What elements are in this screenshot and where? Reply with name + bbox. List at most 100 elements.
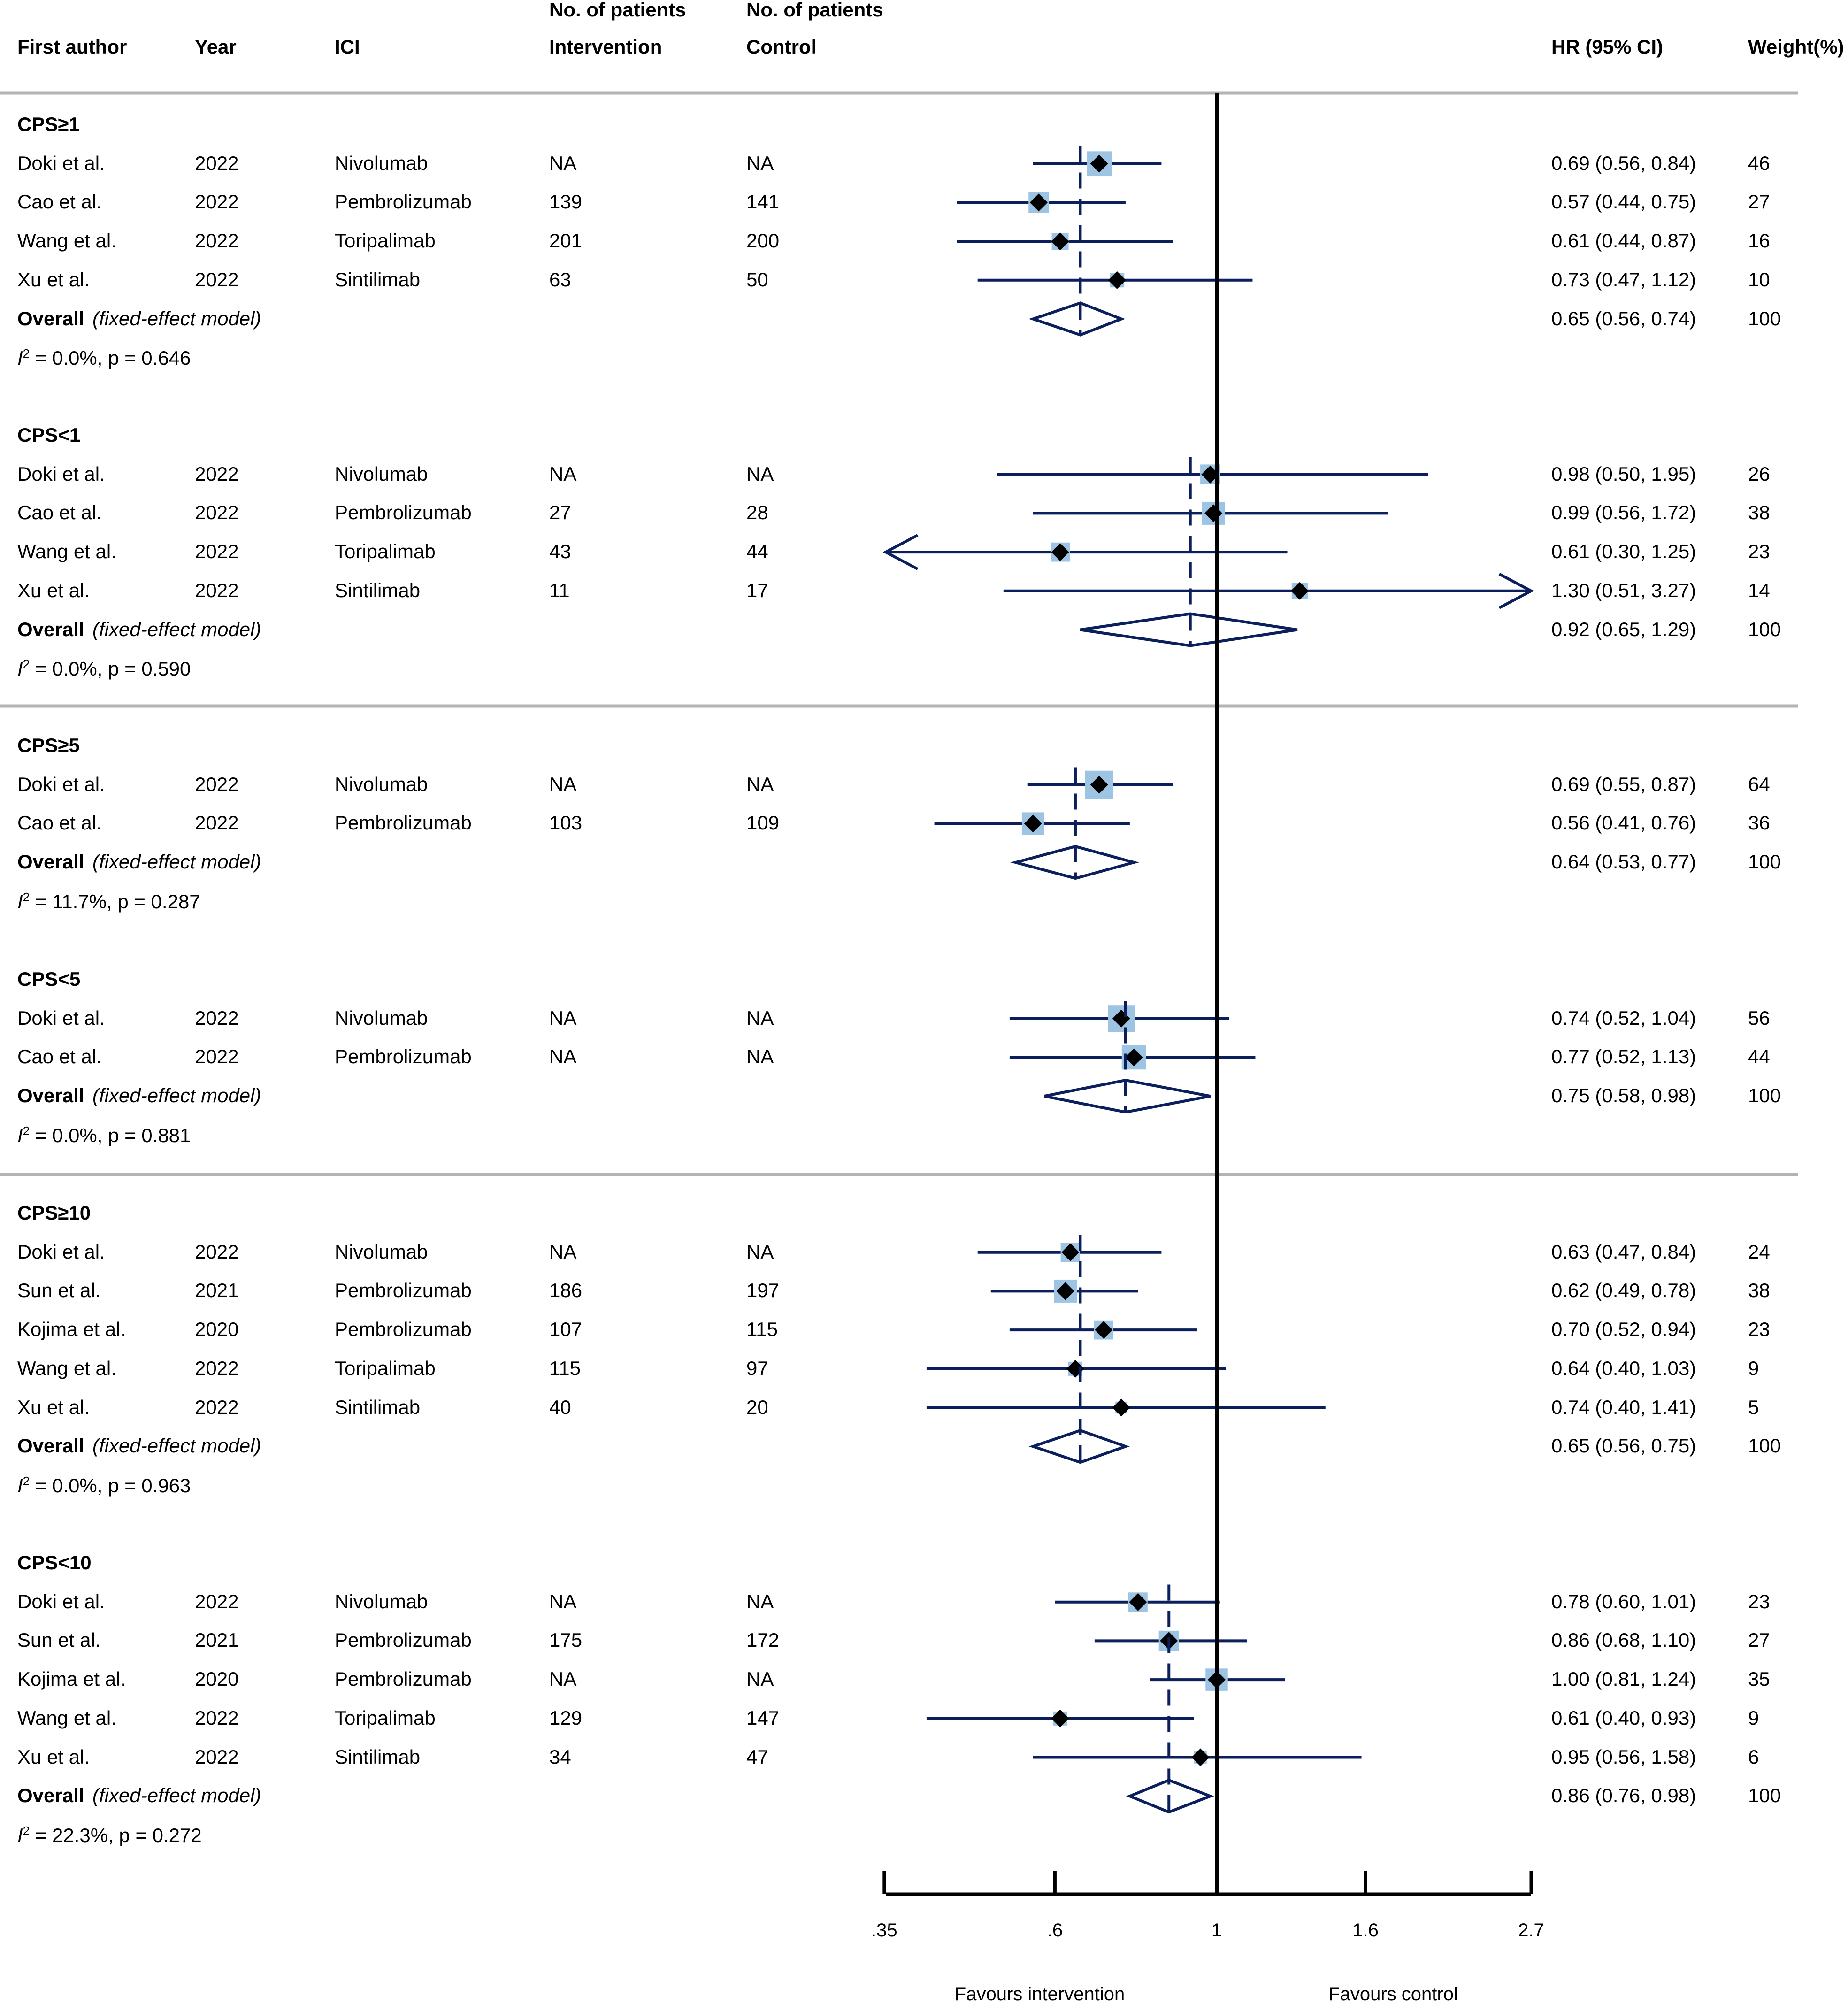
study-weight: 9 xyxy=(1748,1357,1759,1379)
header-hr-ci: HR (95% CI) xyxy=(1551,36,1664,58)
i-squared-superscript: 2 xyxy=(23,1123,30,1138)
i-squared-superscript: 2 xyxy=(23,657,30,672)
study-weight: 16 xyxy=(1748,230,1770,252)
study-hr-ci: 0.98 (0.50, 1.95) xyxy=(1551,462,1696,485)
overall-model-note: (fixed-effect model) xyxy=(92,851,261,873)
study-author: Wang et al. xyxy=(17,540,116,563)
heterogeneity-stat: I2 = 11.7%, p = 0.287 xyxy=(17,891,200,912)
point-estimate-marker xyxy=(1112,1398,1130,1417)
study-n-control: NA xyxy=(746,773,774,795)
study-weight: 46 xyxy=(1748,152,1770,174)
study-n-control: 20 xyxy=(746,1396,768,1418)
subgroup-graphics xyxy=(882,457,1534,647)
heterogeneity-stat: I2 = 0.0%, p = 0.590 xyxy=(17,658,191,679)
study-ici: Pembrolizumab xyxy=(335,1629,472,1651)
study-n-intervention: 129 xyxy=(549,1706,583,1729)
subgroup-graphics xyxy=(926,1235,1326,1464)
study-weight: 27 xyxy=(1748,1629,1770,1651)
subgroup-label: CPS<1 xyxy=(17,424,81,446)
subgroup-graphics xyxy=(957,146,1253,337)
study-n-intervention: 201 xyxy=(549,230,583,252)
study-ici: Pembrolizumab xyxy=(335,191,472,213)
study-year: 2022 xyxy=(195,1006,239,1029)
overall-weight: 100 xyxy=(1748,618,1781,640)
study-n-intervention: 63 xyxy=(549,268,571,291)
overall-hr-ci: 0.75 (0.58, 0.98) xyxy=(1551,1084,1696,1107)
study-author: Xu et al. xyxy=(17,1745,90,1768)
study-author: Xu et al. xyxy=(17,268,90,291)
study-ici: Sintilimab xyxy=(335,268,421,291)
study-ici: Toripalimab xyxy=(335,230,436,252)
study-n-control: 200 xyxy=(746,230,780,252)
subgroup-graphics xyxy=(934,767,1173,880)
favours-intervention-label: Favours intervention xyxy=(954,1984,1125,2004)
heterogeneity-stat: I2 = 0.0%, p = 0.646 xyxy=(17,347,191,368)
study-year: 2022 xyxy=(195,1357,239,1379)
study-year: 2022 xyxy=(195,462,239,485)
overall-weight: 100 xyxy=(1748,1784,1781,1807)
header-ici: ICI xyxy=(335,36,360,58)
study-n-control: NA xyxy=(746,1045,774,1068)
heterogeneity-stat: I2 = 22.3%, p = 0.272 xyxy=(17,1825,202,1845)
study-author: Cao et al. xyxy=(17,501,102,524)
study-hr-ci: 0.56 (0.41, 0.76) xyxy=(1551,812,1696,834)
heterogeneity-value: = 0.0%, p = 0.963 xyxy=(30,1474,191,1497)
study-year: 2022 xyxy=(195,230,239,252)
study-author: Xu et al. xyxy=(17,579,90,601)
study-author: Doki et al. xyxy=(17,773,105,795)
study-n-control: 172 xyxy=(746,1629,780,1651)
study-weight: 38 xyxy=(1748,1279,1770,1302)
point-estimate-marker xyxy=(1056,1282,1074,1300)
x-axis-tick-label: 2.7 xyxy=(1518,1920,1544,1941)
subgroup-label: CPS<5 xyxy=(17,968,81,990)
study-ici: Pembrolizumab xyxy=(335,812,472,834)
study-ici: Nivolumab xyxy=(335,462,428,485)
study-n-intervention: 103 xyxy=(549,812,583,834)
study-hr-ci: 0.62 (0.49, 0.78) xyxy=(1551,1279,1696,1302)
study-weight: 26 xyxy=(1748,462,1770,485)
overall-model-note: (fixed-effect model) xyxy=(92,1435,261,1457)
header-n-patients-intervention: No. of patients xyxy=(549,0,686,21)
point-estimate-marker xyxy=(1191,1748,1210,1766)
point-estimate-marker xyxy=(1090,154,1108,173)
study-n-control: 50 xyxy=(746,268,768,291)
study-n-control: NA xyxy=(746,152,774,174)
study-n-intervention: NA xyxy=(549,1006,577,1029)
point-estimate-marker xyxy=(1290,582,1309,600)
study-year: 2022 xyxy=(195,1745,239,1768)
study-author: Doki et al. xyxy=(17,1240,105,1263)
study-author: Cao et al. xyxy=(17,812,102,834)
study-hr-ci: 1.00 (0.81, 1.24) xyxy=(1551,1668,1696,1690)
study-weight: 23 xyxy=(1748,1318,1770,1341)
study-author: Sun et al. xyxy=(17,1279,101,1302)
point-estimate-marker xyxy=(1029,193,1048,212)
study-hr-ci: 0.64 (0.40, 1.03) xyxy=(1551,1357,1696,1379)
point-estimate-marker xyxy=(1125,1048,1143,1067)
x-axis-tick-label: 1.6 xyxy=(1352,1920,1379,1941)
study-author: Kojima et al. xyxy=(17,1668,126,1690)
overall-diamond xyxy=(1080,612,1298,647)
study-year: 2022 xyxy=(195,540,239,563)
study-author: Doki et al. xyxy=(17,152,105,174)
overall-diamond xyxy=(1126,1778,1214,1814)
header-first-author: First author xyxy=(17,36,127,58)
study-author: Doki et al. xyxy=(17,1006,105,1029)
study-hr-ci: 0.74 (0.40, 1.41) xyxy=(1551,1396,1696,1418)
header-intervention: Intervention xyxy=(549,36,662,58)
study-n-control: NA xyxy=(746,462,774,485)
study-ici: Pembrolizumab xyxy=(335,1045,472,1068)
study-year: 2022 xyxy=(195,812,239,834)
overall-weight: 100 xyxy=(1748,307,1781,330)
study-n-control: 109 xyxy=(746,812,780,834)
heterogeneity-value: = 0.0%, p = 0.646 xyxy=(30,347,191,369)
study-ici: Toripalimab xyxy=(335,1357,436,1379)
study-n-intervention: 186 xyxy=(549,1279,583,1302)
study-hr-ci: 0.73 (0.47, 1.12) xyxy=(1551,268,1696,291)
i-squared-superscript: 2 xyxy=(23,346,30,361)
point-estimate-marker xyxy=(1201,465,1219,484)
study-author: Wang et al. xyxy=(17,230,116,252)
x-axis-tick-label: .35 xyxy=(871,1920,897,1941)
overall-label: Overall xyxy=(17,618,84,640)
heterogeneity-stat: I2 = 0.0%, p = 0.881 xyxy=(17,1125,191,1145)
